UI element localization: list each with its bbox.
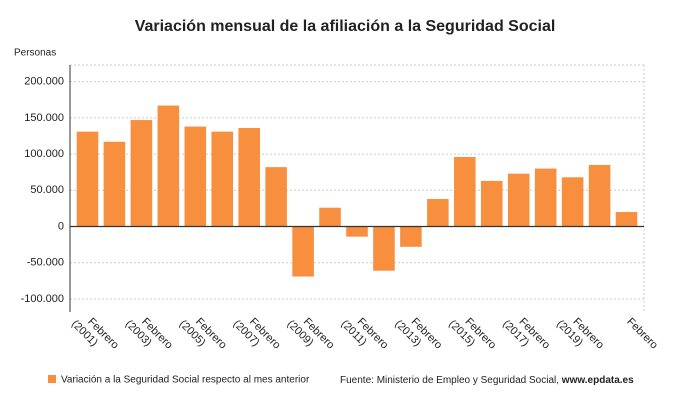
source: Fuente: Ministerio de Empleo y Seguridad… xyxy=(340,375,634,386)
x-tick-label: Febrero xyxy=(624,316,660,352)
bar xyxy=(130,120,153,227)
x-tick-label: Febrero(2007) xyxy=(231,309,283,361)
x-tick-label: Febrero(2001) xyxy=(69,309,121,361)
bar xyxy=(561,177,584,227)
source-site: www.epdata.es xyxy=(561,375,634,386)
bar xyxy=(507,173,530,227)
bar xyxy=(292,226,314,277)
bar xyxy=(265,167,287,227)
legend-label: Variación a la Seguridad Social respecto… xyxy=(61,375,310,386)
bar xyxy=(615,212,638,227)
x-tick-label: Febrero(2017) xyxy=(500,309,552,361)
bar xyxy=(184,126,207,227)
bar xyxy=(454,156,476,227)
bar xyxy=(400,226,422,247)
y-tick-label: 50.000 xyxy=(30,184,64,196)
x-tick-label: Febrero(2011) xyxy=(339,309,391,361)
y-axis-label: Personas xyxy=(14,48,56,59)
chart-title: Variación mensual de la afiliación a la … xyxy=(135,18,556,35)
y-tick-label: 150.000 xyxy=(24,112,64,124)
y-tick-label: 100.000 xyxy=(24,148,64,160)
bar xyxy=(211,131,234,227)
bar xyxy=(76,131,99,227)
x-tick-label: Febrero(2005) xyxy=(177,309,229,361)
legend-swatch xyxy=(48,375,56,383)
y-tick-label: -100.000 xyxy=(21,293,64,305)
bar xyxy=(346,226,368,237)
source-text: Fuente: Ministerio de Empleo y Seguridad… xyxy=(340,375,562,386)
y-tick-label: -50.000 xyxy=(27,257,64,269)
bar xyxy=(373,226,395,271)
bar xyxy=(480,180,503,227)
bar xyxy=(534,168,557,227)
x-tick-label: Febrero(2009) xyxy=(285,309,337,361)
y-tick-label: 200.000 xyxy=(24,76,64,88)
bar xyxy=(103,141,126,227)
x-tick-label: Febrero(2019) xyxy=(554,309,606,361)
y-tick-label: 0 xyxy=(58,220,64,232)
bar xyxy=(588,164,611,227)
x-tick-label: Febrero(2003) xyxy=(123,309,175,361)
bar xyxy=(238,128,260,227)
bar xyxy=(319,207,341,227)
bar xyxy=(157,105,180,227)
x-tick-label: Febrero(2015) xyxy=(446,309,498,361)
bar xyxy=(427,199,449,227)
x-tick-label: Febrero(2013) xyxy=(392,309,444,361)
